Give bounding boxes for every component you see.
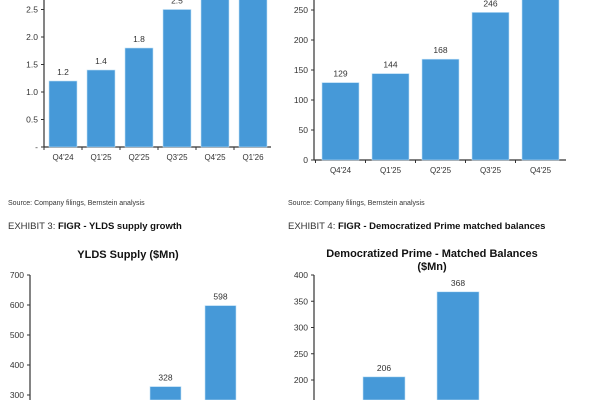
chart-1-y-tick-label: - [35,142,38,152]
chart-1-x-tick-label: Q2'25 [128,153,150,162]
chart-1-y-tick-label: 0.5 [26,115,38,125]
chart-1-x-tick-label: Q1'25 [90,153,112,162]
exhibit-4-title: FIGR - Democratized Prime matched balanc… [337,221,546,232]
chart-4-title: Democratized Prime - Matched Balances ($… [312,248,552,274]
chart-4-y-tick-label: 250 [294,349,308,359]
chart-4-y-tick-label: 300 [294,323,308,333]
chart-2-y-tick-label: 50 [299,125,309,135]
chart-1-x-tick-label: Q1'26 [242,153,264,162]
chart-4-value-label: 206 [377,363,391,373]
chart-1-bar [86,69,116,148]
chart-1-value-label: 1.8 [133,34,145,44]
chart-3-bar [204,305,237,400]
chart-3-y-tick-label: 700 [10,270,24,280]
chart-4-title-line-1: Democratized Prime - Matched Balances [326,248,538,260]
chart-2-value-label: 168 [433,45,447,55]
chart-1-y-tick-label: 2.5 [26,5,38,15]
chart-2-y-tick-label: 150 [294,65,308,75]
chart-1-bar [124,47,154,148]
chart-3-y-tick-label: 600 [10,300,24,310]
chart-3-y-tick-label: 400 [10,360,24,370]
chart-1-bar [162,9,192,148]
chart-1-value-label: 1.2 [57,67,69,77]
chart-3-bar [149,386,182,400]
chart-1-bar [48,80,78,148]
chart-3-value-label: 598 [213,292,227,302]
chart-4-y-tick-label: 200 [294,375,308,385]
chart-2-x-tick-label: Q2'25 [430,166,452,175]
exhibit-4-heading: EXHIBIT 4: FIGR - Democratized Prime mat… [288,221,545,232]
chart-2-x-tick-label: Q3'25 [480,166,502,175]
chart-2-x-tick-label: Q1'25 [380,166,402,175]
chart-2-value-label: 246 [483,0,497,8]
exhibit-3-label: EXHIBIT 3: [8,221,56,232]
chart-4-bar [436,291,480,400]
chart-1-bar [238,0,268,148]
chart-1-x-tick-label: Q4'24 [52,153,74,162]
chart-4-value-label: 368 [451,278,465,288]
chart-4-y-tick-label: 400 [294,270,308,280]
chart-1-y-tick-label: 2.0 [26,32,38,42]
chart-3-title: YLDS Supply ($Mn) [77,249,179,261]
chart-2-x-tick-label: Q4'25 [530,166,552,175]
exhibit-3-heading: EXHIBIT 3: FIGR - YLDS supply growth [8,221,182,232]
chart-1-value-label: 2.5 [171,0,183,6]
chart-1-value-label: 1.4 [95,56,107,66]
chart-4-bar [362,376,406,400]
chart-3-value-label: 328 [158,373,172,383]
chart-2-bar [521,0,560,161]
chart-2-value-label: 129 [333,69,347,79]
chart-2-bar [321,82,360,161]
chart-1-x-tick-label: Q3'25 [166,153,188,162]
source-note-2: Source: Company filings, Bernstein analy… [288,200,425,207]
chart-4-y-tick-label: 350 [294,296,308,306]
chart-2-y-tick-label: 100 [294,95,308,105]
chart-4-title-line-2: ($Mn) [417,261,447,273]
chart-2-x-tick-label: Q4'24 [330,166,352,175]
chart-2-bar [421,58,460,161]
exhibit-3-title: FIGR - YLDS supply growth [57,221,182,232]
chart-2-y-tick-label: 250 [294,5,308,15]
chart-2-y-tick-label: 0 [303,155,308,165]
source-note-1: Source: Company filings, Bernstein analy… [8,200,145,207]
chart-2-y-tick-label: 200 [294,35,308,45]
chart-3-y-tick-label: 300 [10,390,24,400]
exhibit-4-label: EXHIBIT 4: [288,221,336,232]
chart-2-bar [471,12,510,161]
chart-3-y-tick-label: 500 [10,330,24,340]
chart-2-value-label: 144 [383,60,397,70]
chart-1-x-tick-label: Q4'25 [204,153,226,162]
chart-1-bar [200,0,230,148]
chart-1-y-tick-label: 1.5 [26,60,38,70]
chart-1-y-tick-label: 1.0 [26,87,38,97]
chart-2-bar [371,73,410,161]
